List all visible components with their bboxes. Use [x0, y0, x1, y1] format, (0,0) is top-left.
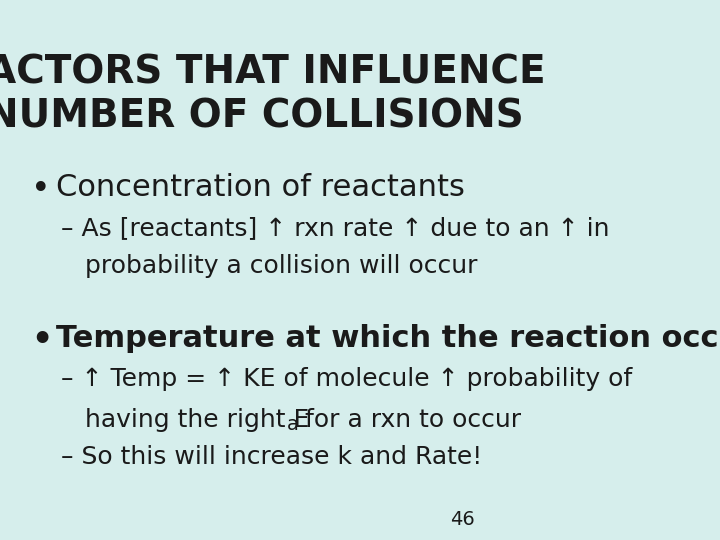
- Text: having the right E: having the right E: [60, 408, 309, 431]
- Text: a: a: [287, 415, 299, 434]
- Text: •: •: [31, 324, 53, 357]
- Text: NUMBER OF COLLISIONS: NUMBER OF COLLISIONS: [0, 97, 524, 135]
- Text: Temperature at which the reaction occurs.: Temperature at which the reaction occurs…: [55, 324, 720, 353]
- Text: for a rxn to occur: for a rxn to occur: [297, 408, 521, 431]
- Text: •: •: [31, 173, 51, 206]
- Text: – As [reactants] ↑ rxn rate ↑ due to an ↑ in: – As [reactants] ↑ rxn rate ↑ due to an …: [60, 216, 609, 240]
- Text: 46: 46: [450, 510, 474, 529]
- Text: FACTORS THAT INFLUENCE: FACTORS THAT INFLUENCE: [0, 54, 546, 92]
- Text: Concentration of reactants: Concentration of reactants: [55, 173, 464, 202]
- Text: – ↑ Temp = ↑ KE of molecule ↑ probability of: – ↑ Temp = ↑ KE of molecule ↑ probabilit…: [60, 367, 631, 391]
- Text: probability a collision will occur: probability a collision will occur: [60, 254, 477, 278]
- Text: – So this will increase k and Rate!: – So this will increase k and Rate!: [60, 446, 482, 469]
